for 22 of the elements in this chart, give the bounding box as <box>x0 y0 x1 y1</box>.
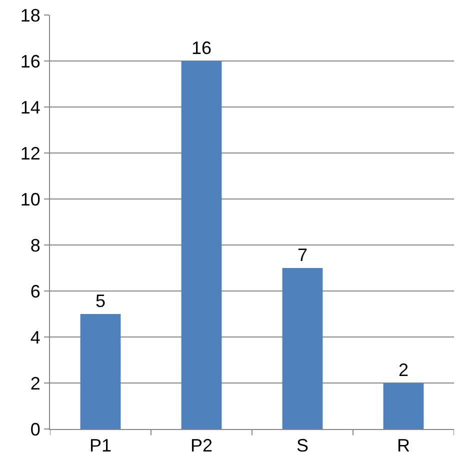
x-tick-label: P1 <box>89 436 112 456</box>
y-tick-label: 6 <box>30 281 40 302</box>
bar <box>80 314 121 429</box>
y-tick-label: 18 <box>20 5 40 26</box>
y-tick-label: 12 <box>20 143 40 164</box>
y-tick-label: 8 <box>30 235 40 256</box>
x-tick-label: P2 <box>190 436 213 456</box>
y-tick-label: 10 <box>20 189 40 210</box>
y-tick-label: 0 <box>30 419 40 440</box>
data-label: 2 <box>398 360 409 380</box>
y-tick-label: 2 <box>30 373 40 394</box>
data-label: 16 <box>191 38 212 58</box>
bar <box>282 268 323 429</box>
bar <box>383 383 424 429</box>
x-tick-label: R <box>397 436 410 456</box>
data-label: 7 <box>297 245 308 265</box>
y-tick-label: 14 <box>20 97 40 118</box>
y-tick-label: 4 <box>30 327 40 348</box>
x-tick-label: S <box>296 436 309 456</box>
y-tick-label: 16 <box>20 51 40 72</box>
data-label: 5 <box>95 291 106 311</box>
bar <box>181 61 222 429</box>
